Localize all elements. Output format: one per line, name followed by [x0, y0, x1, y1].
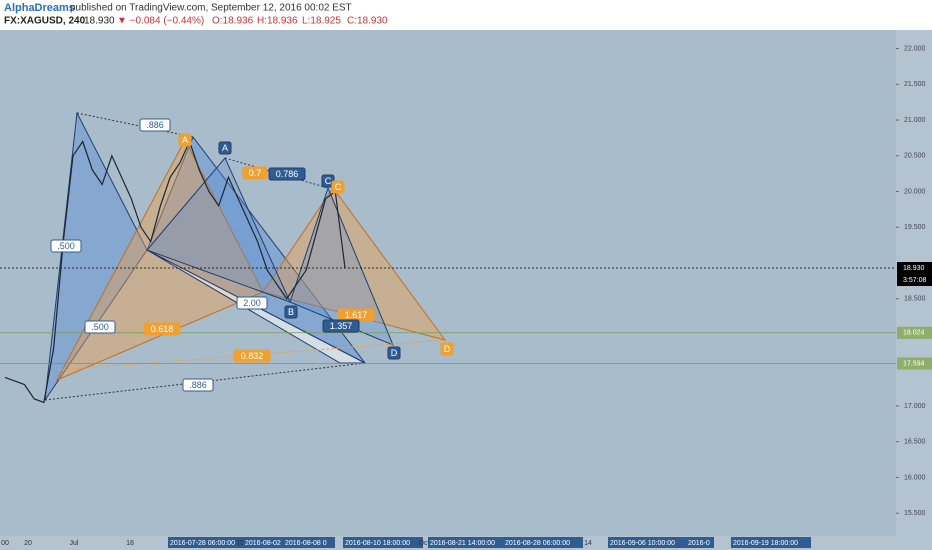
x-tick-label: 2016-08-08 0: [285, 540, 327, 547]
y-tick-label: 17.000: [904, 403, 926, 410]
x-tick-label: 2016-08-02 02:00:00: [245, 540, 310, 547]
annotation: .886: [146, 120, 164, 130]
annotation: .500: [57, 241, 75, 251]
x-tick-label: 2016-07-28 06:00:00: [170, 540, 235, 547]
price-label-bg: [897, 357, 932, 370]
x-tick-label: 2016-08-28 06:00:00: [505, 540, 570, 547]
x-tick-label: Oct: [419, 540, 430, 547]
symbol: FX:XAGUSD, 240: [4, 16, 86, 27]
annotation: A: [222, 143, 228, 153]
annotation-box: [236, 296, 268, 310]
annotation-box: [440, 342, 454, 356]
annotation: 1.357: [330, 321, 353, 331]
annotation: C: [335, 182, 342, 192]
annotation-box: [218, 141, 232, 155]
x-tick-label: 2016-09-06 10:00:00: [610, 540, 675, 547]
y-tick-label: 20.500: [904, 153, 926, 160]
annotation-box: [139, 118, 171, 132]
time-label-bg: [608, 537, 688, 548]
y-tick-label: 16.000: [904, 474, 926, 481]
x-tick-label: 00: [1, 540, 9, 547]
ohlc-value: H:18.936: [257, 16, 298, 27]
annotation-box: [182, 378, 214, 392]
y-tick-label: 16.500: [904, 439, 926, 446]
ohlc: O:18.936 H:18.936 L:18.925 C:18.930: [212, 16, 388, 27]
y-tick-label: 20.000: [904, 188, 926, 195]
price-label-bg: [897, 262, 932, 275]
annotation: 0.832: [241, 351, 264, 361]
time-label-bg: [168, 537, 248, 548]
ohlc-value: L:18.925: [302, 16, 341, 27]
annotation: C: [325, 176, 332, 186]
annotation: 2.00: [243, 298, 261, 308]
pattern-fill: [55, 138, 264, 382]
countdown: 3:57:08: [903, 277, 926, 284]
annotation: .500: [91, 322, 109, 332]
time-label-bg: [428, 537, 508, 548]
x-tick-label: 20: [24, 540, 32, 547]
annotation-box: [233, 349, 271, 363]
annotation-box: [387, 346, 401, 360]
author[interactable]: AlphaDreams: [4, 2, 75, 14]
x-tick-label: 2016-08-10 18:00:00: [345, 540, 410, 547]
annotation-box: [178, 133, 192, 147]
ohlc-value: C:18.930: [347, 16, 388, 27]
y-tick-label: 19.500: [904, 224, 926, 231]
x-tick-label: 2016-09-19 18:00:00: [733, 540, 798, 547]
annotation: .886: [189, 380, 207, 390]
annotation: D: [444, 344, 451, 354]
annotation-box: [50, 239, 82, 253]
annotation: 0.7: [249, 168, 262, 178]
countdown-bg: [897, 274, 932, 287]
y-tick-label: 15.500: [904, 510, 926, 517]
y-tick-label: 22.000: [904, 45, 926, 52]
x-tick-label: 15: [236, 540, 244, 547]
price-label: 18.930: [903, 265, 925, 272]
change: ▼ −0.084 (−0.44%): [117, 16, 204, 27]
ohlc-value: O:18.936: [212, 16, 254, 27]
annotation-box: [268, 167, 306, 181]
annotation: B: [288, 307, 294, 317]
y-tick-label: 21.000: [904, 117, 926, 124]
published: published on TradingView.com, September …: [70, 3, 352, 14]
pattern-fill: [146, 157, 291, 303]
price-label-bg: [897, 326, 932, 339]
x-tick-label: Jul: [70, 540, 79, 547]
time-label-bg: [503, 537, 583, 548]
x-tick-label: 14: [584, 540, 592, 547]
annotation-box: [143, 322, 181, 336]
annotation-box: [322, 319, 360, 333]
price-label: 18.024: [903, 330, 925, 337]
annotation-box: [284, 305, 298, 319]
annotation: 1.617: [345, 310, 368, 320]
x-tick-label: 2016-08-21 14:00:00: [430, 540, 495, 547]
x-tick-label: 2016-0: [688, 540, 710, 547]
annotation: 0.786: [276, 169, 299, 179]
price-series: [4, 139, 346, 404]
ratio-line: [76, 112, 194, 138]
y-tick-label: 18.500: [904, 296, 926, 303]
price-label: 17.594: [903, 360, 925, 367]
annotation: A: [182, 135, 188, 145]
annotation-box: [331, 180, 345, 194]
annotation: D: [391, 348, 398, 358]
x-tick-label: 18: [126, 540, 134, 547]
y-tick-label: 21.500: [904, 81, 926, 88]
annotation-box: [84, 320, 116, 334]
time-label-bg: [343, 537, 423, 548]
header-bg: [0, 0, 932, 30]
annotation: 0.618: [151, 324, 174, 334]
time-label-bg: [731, 537, 811, 548]
time-label-bg: [686, 537, 714, 548]
last-price: 18.930: [84, 16, 115, 27]
annotation-box: [242, 166, 268, 180]
time-label-bg: [283, 537, 335, 548]
